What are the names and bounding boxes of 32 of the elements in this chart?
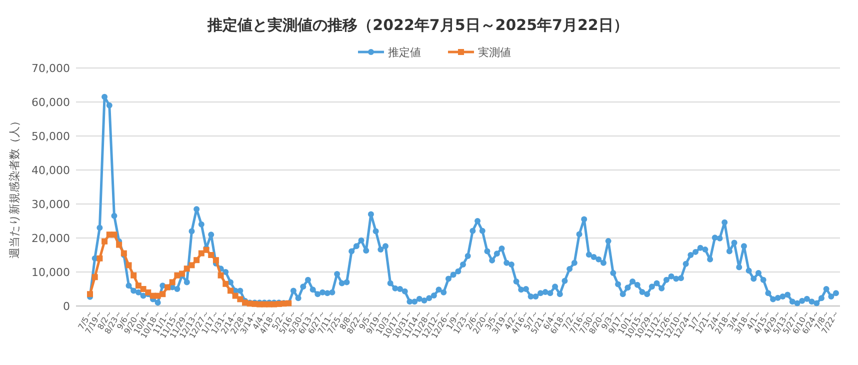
point [87, 291, 93, 298]
y-tick-label: 20,000 [32, 232, 70, 245]
point [116, 242, 122, 248]
point [212, 257, 219, 264]
point [96, 255, 103, 262]
y-tick-label: 30,000 [32, 198, 70, 211]
legend-label: 実測値 [478, 46, 511, 59]
point [102, 238, 108, 244]
point [194, 257, 200, 264]
point [218, 272, 224, 278]
y-tick-label: 70,000 [32, 62, 70, 75]
point [208, 252, 214, 258]
y-tick-label: 0 [63, 300, 70, 313]
point [126, 262, 132, 268]
y-tick-label: 50,000 [32, 130, 70, 143]
point [135, 282, 142, 289]
point [92, 274, 98, 280]
y-tick-label: 60,000 [32, 96, 70, 109]
point [160, 291, 166, 298]
y-tick-label: 40,000 [32, 164, 70, 177]
point [227, 288, 234, 294]
chart-title: 推定値と実測値の推移（2022年7月5日～2025年7月22日） [206, 16, 628, 34]
y-axis-title: 週当たり新規感染者数（人） [8, 116, 21, 258]
point [237, 296, 244, 302]
point [198, 250, 204, 256]
point [169, 279, 176, 286]
point [130, 272, 137, 278]
point [111, 232, 118, 238]
legend-label: 推定値 [388, 46, 421, 59]
point [222, 280, 229, 287]
y-tick-label: 10,000 [32, 266, 70, 279]
point [188, 262, 195, 268]
